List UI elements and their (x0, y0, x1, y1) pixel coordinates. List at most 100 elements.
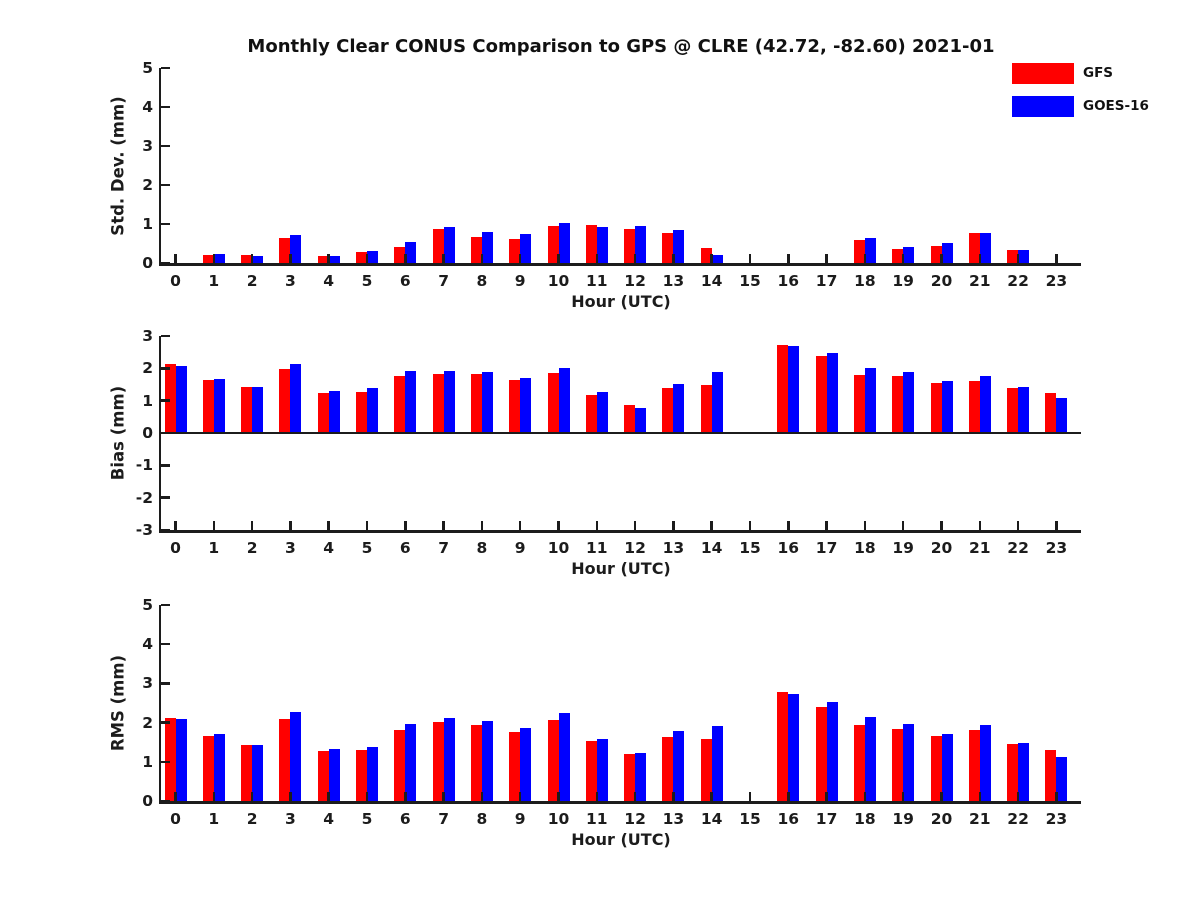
y-tick-label: 2 (142, 176, 153, 194)
x-tick (710, 521, 713, 530)
bar-gfs-h18 (853, 724, 865, 801)
x-tick (518, 254, 522, 263)
legend-label-goes16: GOES-16 (1083, 98, 1149, 114)
x-tick (518, 792, 522, 801)
bar-gfs-h4 (317, 255, 329, 263)
x-tick (787, 521, 790, 530)
x-tick (672, 254, 675, 263)
bar-goes16-h14 (711, 725, 723, 801)
bar-goes16-h10 (558, 367, 570, 433)
bar-goes16-h4 (328, 255, 340, 263)
bar-gfs-h20 (930, 735, 942, 801)
y-axis (158, 68, 161, 266)
x-tick-label: 8 (476, 810, 488, 828)
y-tick-label: 1 (142, 752, 153, 771)
x-tick-label: 13 (662, 272, 685, 290)
x-tick (748, 792, 752, 801)
x-tick-label: 18 (854, 539, 876, 557)
y-tick (161, 105, 170, 109)
x-tick-label: 22 (1007, 272, 1029, 290)
bar-goes16-h13 (673, 730, 685, 801)
bar-goes16-h11 (596, 392, 608, 433)
x-tick-label: 4 (323, 810, 335, 828)
x-tick-label: 12 (624, 539, 646, 557)
y-tick-label: -3 (135, 521, 153, 539)
bar-goes16-h20 (941, 733, 953, 801)
x-tick-label: 19 (892, 539, 914, 557)
legend-swatch-gfs (1012, 63, 1074, 84)
bar-gfs-h10 (547, 373, 559, 433)
bar-gfs-h20 (930, 382, 942, 433)
x-tick-label: 4 (323, 539, 335, 557)
x-tick-label: 14 (700, 539, 723, 557)
bar-gfs-h4 (317, 392, 329, 433)
y-tick (161, 682, 170, 685)
x-tick (672, 792, 675, 801)
bar-goes16-h20 (941, 380, 953, 433)
y-tick-label: 2 (142, 713, 153, 732)
x-tick (1016, 521, 1020, 530)
x-tick (442, 792, 445, 801)
x-tick-label: 7 (438, 810, 449, 828)
x-tick-label: 3 (284, 810, 296, 828)
bar-goes16-h17 (826, 701, 838, 801)
bar-gfs-h4 (317, 751, 329, 801)
bar-gfs-h9 (509, 731, 521, 801)
x-tick (825, 521, 828, 530)
x-tick-label: 5 (361, 539, 373, 557)
bar-goes16-h7 (443, 226, 455, 263)
x-tick-label: 11 (586, 539, 608, 557)
bar-goes16-h5 (367, 251, 378, 263)
x-axis-label: Hour (UTC) (571, 559, 671, 578)
x-tick-label: 20 (930, 810, 953, 828)
x-tick-label: 13 (662, 539, 685, 557)
x-tick (863, 521, 867, 530)
x-tick-label: 16 (777, 810, 800, 828)
x-tick (327, 792, 330, 801)
y-tick-label: -2 (135, 488, 153, 507)
bar-gfs-h23 (1045, 750, 1057, 801)
x-tick-label: 9 (514, 810, 526, 828)
x-tick (978, 521, 982, 530)
y-tick-label: 1 (142, 391, 153, 410)
bar-gfs-h16 (777, 344, 789, 433)
bar-goes16-h6 (405, 723, 417, 801)
y-tick (161, 799, 170, 803)
bar-goes16-h21 (979, 376, 991, 433)
bar-goes16-h16 (788, 345, 800, 433)
x-tick-label: 18 (854, 810, 876, 828)
y-tick-label: 3 (142, 327, 153, 345)
x-tick (365, 521, 369, 530)
bar-goes16-h2 (252, 255, 264, 263)
x-tick (901, 521, 905, 530)
x-tick-label: 0 (170, 539, 181, 557)
y-tick (161, 144, 170, 148)
y-tick (161, 431, 170, 435)
bar-gfs-h6 (394, 376, 406, 433)
bar-gfs-h13 (662, 388, 674, 433)
y-tick (161, 464, 170, 467)
x-tick-label: 0 (170, 810, 181, 828)
bar-goes16-h9 (520, 234, 532, 263)
x-tick-label: 22 (1007, 539, 1029, 557)
x-tick-label: 20 (930, 272, 953, 290)
y-tick (161, 528, 170, 532)
bar-goes16-h19 (903, 371, 915, 433)
y-tick (161, 399, 170, 402)
x-tick-label: 21 (969, 272, 991, 290)
x-tick-label: 11 (586, 272, 608, 290)
x-tick-label: 2 (246, 539, 258, 557)
x-tick-label: 20 (930, 539, 953, 557)
x-tick-label: 9 (514, 272, 526, 290)
bar-goes16-h6 (405, 370, 417, 433)
bar-gfs-h0 (164, 717, 176, 801)
x-tick-label: 23 (1045, 810, 1068, 828)
bar-gfs-h10 (547, 720, 559, 801)
x-tick-label: 15 (739, 272, 761, 290)
x-tick-label: 0 (170, 272, 181, 290)
bar-goes16-h9 (520, 378, 532, 433)
bar-goes16-h7 (443, 717, 455, 801)
x-tick-label: 16 (777, 272, 800, 290)
x-tick-label: 14 (700, 272, 723, 290)
x-tick-label: 5 (361, 272, 373, 290)
